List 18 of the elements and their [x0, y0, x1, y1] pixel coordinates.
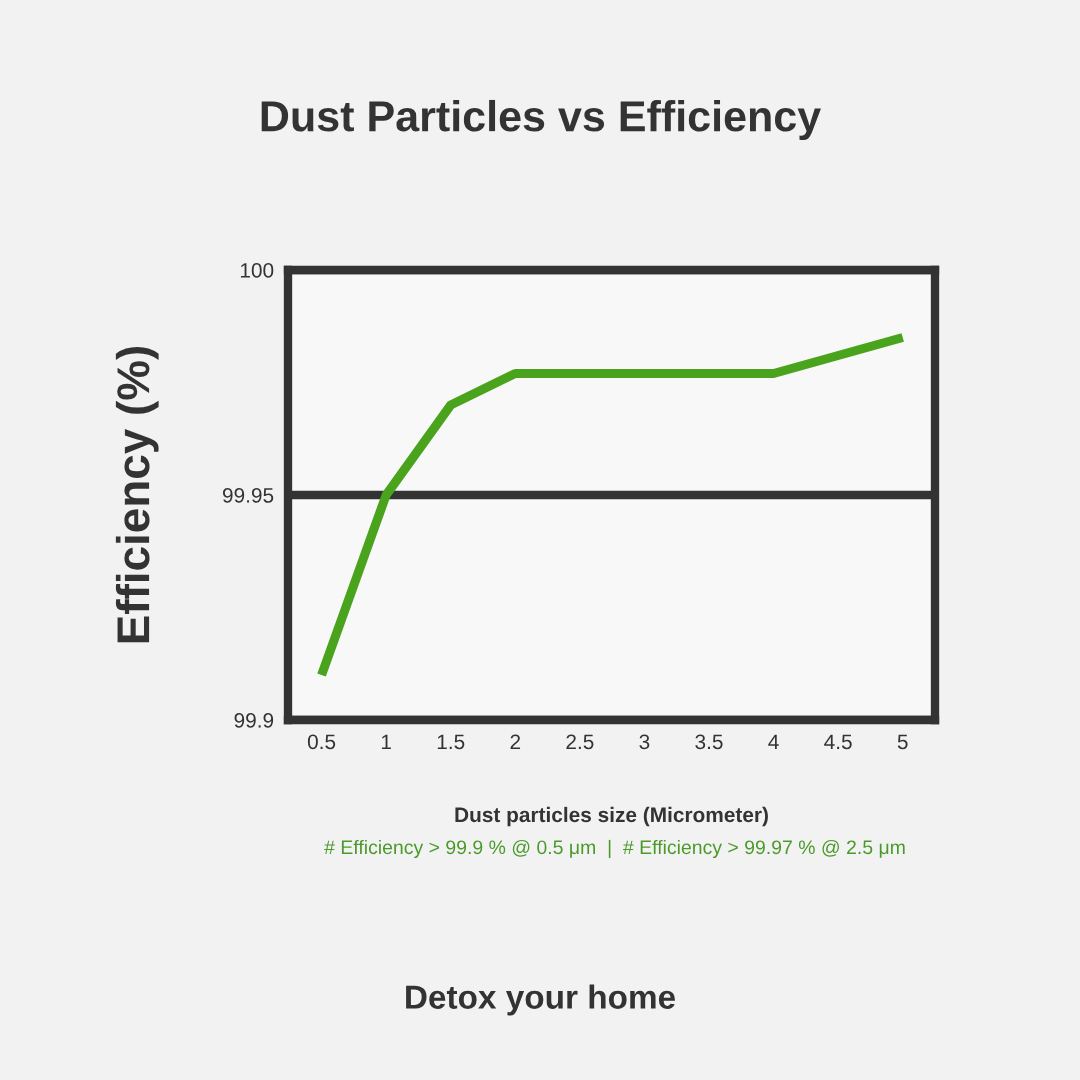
y-tick-label: 99.95: [222, 488, 274, 503]
text: # Efficiency > 99.9 % @ 0.5 μm | # Efficiency > 99.97 % @ 2.5 μm: [324, 839, 905, 859]
text: Detox your home: [406, 984, 675, 1016]
y-tick-label: 99.9: [234, 713, 274, 728]
x-tick-label: 1.5: [437, 734, 465, 750]
x-tick-label: 0.5: [307, 734, 336, 750]
x-tick-label: 3.5: [695, 734, 723, 750]
x-tick-label: 3: [639, 734, 650, 750]
y-tick-label: 100: [240, 263, 274, 278]
x-tick-label: 1: [381, 734, 391, 749]
x-tick-label: 4: [768, 734, 779, 749]
x-tick-label: 2: [510, 734, 521, 749]
x-tick-label: 2.5: [566, 734, 594, 750]
x-axis-title: Dust particles size (Micrometer): [455, 806, 768, 827]
chart-title: Dust Particles vs Efficiency: [261, 99, 821, 141]
x-tick-label: 5: [897, 734, 908, 750]
y-axis-title: Efficiency (%): [115, 347, 159, 643]
x-tick-label: 4.5: [824, 734, 852, 750]
